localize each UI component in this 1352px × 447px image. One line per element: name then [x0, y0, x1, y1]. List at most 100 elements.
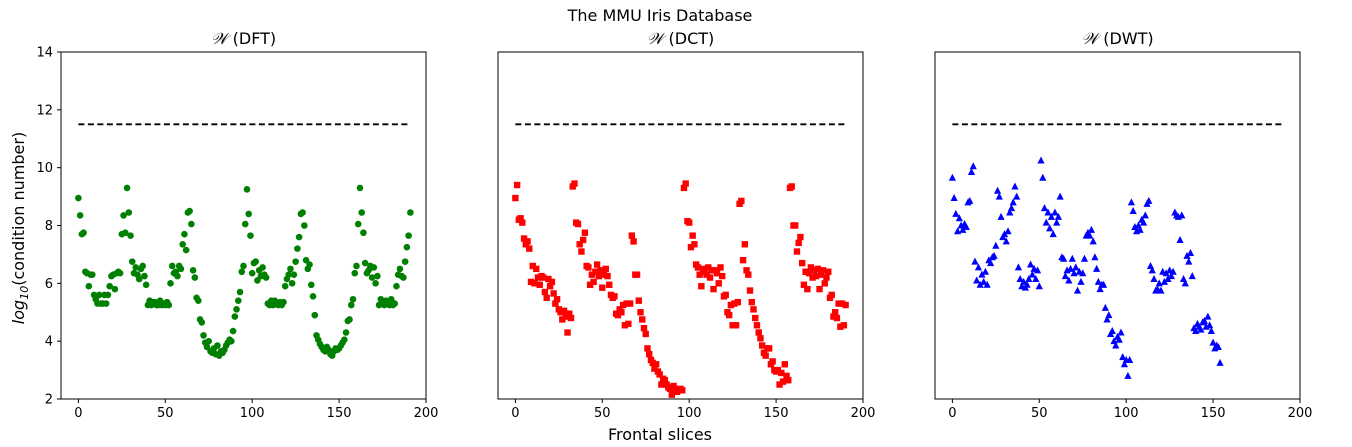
data-point	[1039, 173, 1047, 181]
data-point	[405, 232, 412, 239]
data-point	[831, 309, 839, 316]
data-point	[1091, 253, 1099, 261]
data-point	[1053, 218, 1061, 226]
data-point	[739, 257, 747, 264]
panel-title: 𝒲 (DCT)	[647, 29, 715, 48]
data-point	[952, 209, 960, 217]
data-point	[776, 381, 783, 388]
data-point	[1127, 198, 1136, 206]
data-point	[102, 300, 110, 307]
data-point	[1042, 218, 1050, 226]
data-point	[639, 316, 646, 323]
data-point	[139, 262, 146, 270]
panel-title: 𝒲 (DWT)	[1081, 29, 1153, 48]
x-tick-label: 0	[74, 406, 82, 421]
data-point	[546, 283, 554, 290]
data-point	[828, 291, 835, 299]
data-point	[719, 272, 726, 280]
x-tick-label: 150	[327, 406, 352, 421]
data-point	[287, 265, 294, 273]
data-point	[247, 232, 254, 239]
data-point	[531, 280, 538, 287]
data-point	[1093, 264, 1101, 272]
data-point	[642, 330, 649, 338]
data-point	[948, 173, 956, 181]
data-point	[181, 230, 188, 238]
x-tick-label: 200	[414, 406, 439, 421]
data-point	[1176, 235, 1184, 243]
data-point	[959, 225, 967, 233]
data-point	[88, 271, 96, 278]
data-point	[374, 272, 381, 280]
data-point	[205, 337, 213, 345]
data-point	[1141, 211, 1149, 219]
data-point	[1054, 212, 1063, 220]
data-point	[288, 280, 296, 287]
data-point	[1026, 260, 1035, 268]
data-point	[962, 222, 970, 230]
data-point	[757, 335, 764, 342]
data-point	[309, 293, 317, 300]
data-point	[1016, 274, 1024, 282]
data-point	[698, 283, 705, 290]
data-point	[571, 180, 578, 187]
y-axis-label-prefix: log	[9, 300, 28, 324]
data-point	[562, 313, 569, 320]
data-point	[743, 267, 750, 274]
data-point	[294, 245, 301, 252]
data-point	[517, 215, 524, 222]
data-point	[200, 332, 207, 339]
data-point	[814, 265, 822, 273]
data-point	[285, 271, 292, 278]
data-point	[750, 306, 757, 313]
data-point	[840, 322, 848, 329]
panel-title: 𝒲 (DFT)	[211, 29, 276, 48]
data-point	[307, 281, 315, 289]
data-point	[401, 258, 409, 265]
data-point	[360, 229, 367, 237]
data-point	[682, 180, 689, 187]
data-point	[236, 288, 244, 296]
data-point	[792, 222, 799, 229]
y-tick-label: 2	[45, 393, 53, 408]
data-point	[527, 278, 535, 286]
data-point	[512, 194, 519, 202]
data-point	[1032, 274, 1040, 282]
data-point	[1169, 267, 1177, 275]
data-point	[75, 194, 82, 202]
data-point	[628, 232, 636, 239]
data-point	[981, 267, 990, 275]
data-point	[758, 342, 766, 349]
x-axis-label: Frontal slices	[608, 425, 712, 444]
y-tick-label: 10	[36, 161, 53, 176]
data-point	[1046, 224, 1054, 232]
data-point	[725, 311, 733, 319]
data-point	[351, 269, 359, 277]
data-point	[626, 300, 634, 307]
data-point	[611, 293, 618, 300]
data-point	[1094, 277, 1102, 285]
x-tick-label: 200	[851, 406, 876, 421]
data-point	[581, 229, 589, 236]
data-point	[1209, 338, 1217, 346]
data-point	[1013, 192, 1021, 200]
data-point	[950, 194, 958, 202]
data-point	[299, 209, 306, 216]
data-point	[595, 272, 603, 280]
data-point	[644, 345, 651, 352]
data-point	[182, 246, 190, 254]
y-tick-label: 8	[45, 219, 53, 234]
data-point	[600, 271, 608, 278]
data-point	[354, 220, 362, 228]
data-point	[971, 257, 979, 265]
data-point	[191, 274, 199, 281]
data-point	[705, 264, 712, 271]
data-point	[783, 372, 790, 380]
data-point	[564, 329, 571, 336]
data-point	[592, 268, 599, 275]
data-point	[597, 267, 604, 274]
data-point	[703, 271, 710, 278]
panel-title-text: (DCT)	[669, 29, 715, 48]
data-point	[233, 306, 240, 313]
